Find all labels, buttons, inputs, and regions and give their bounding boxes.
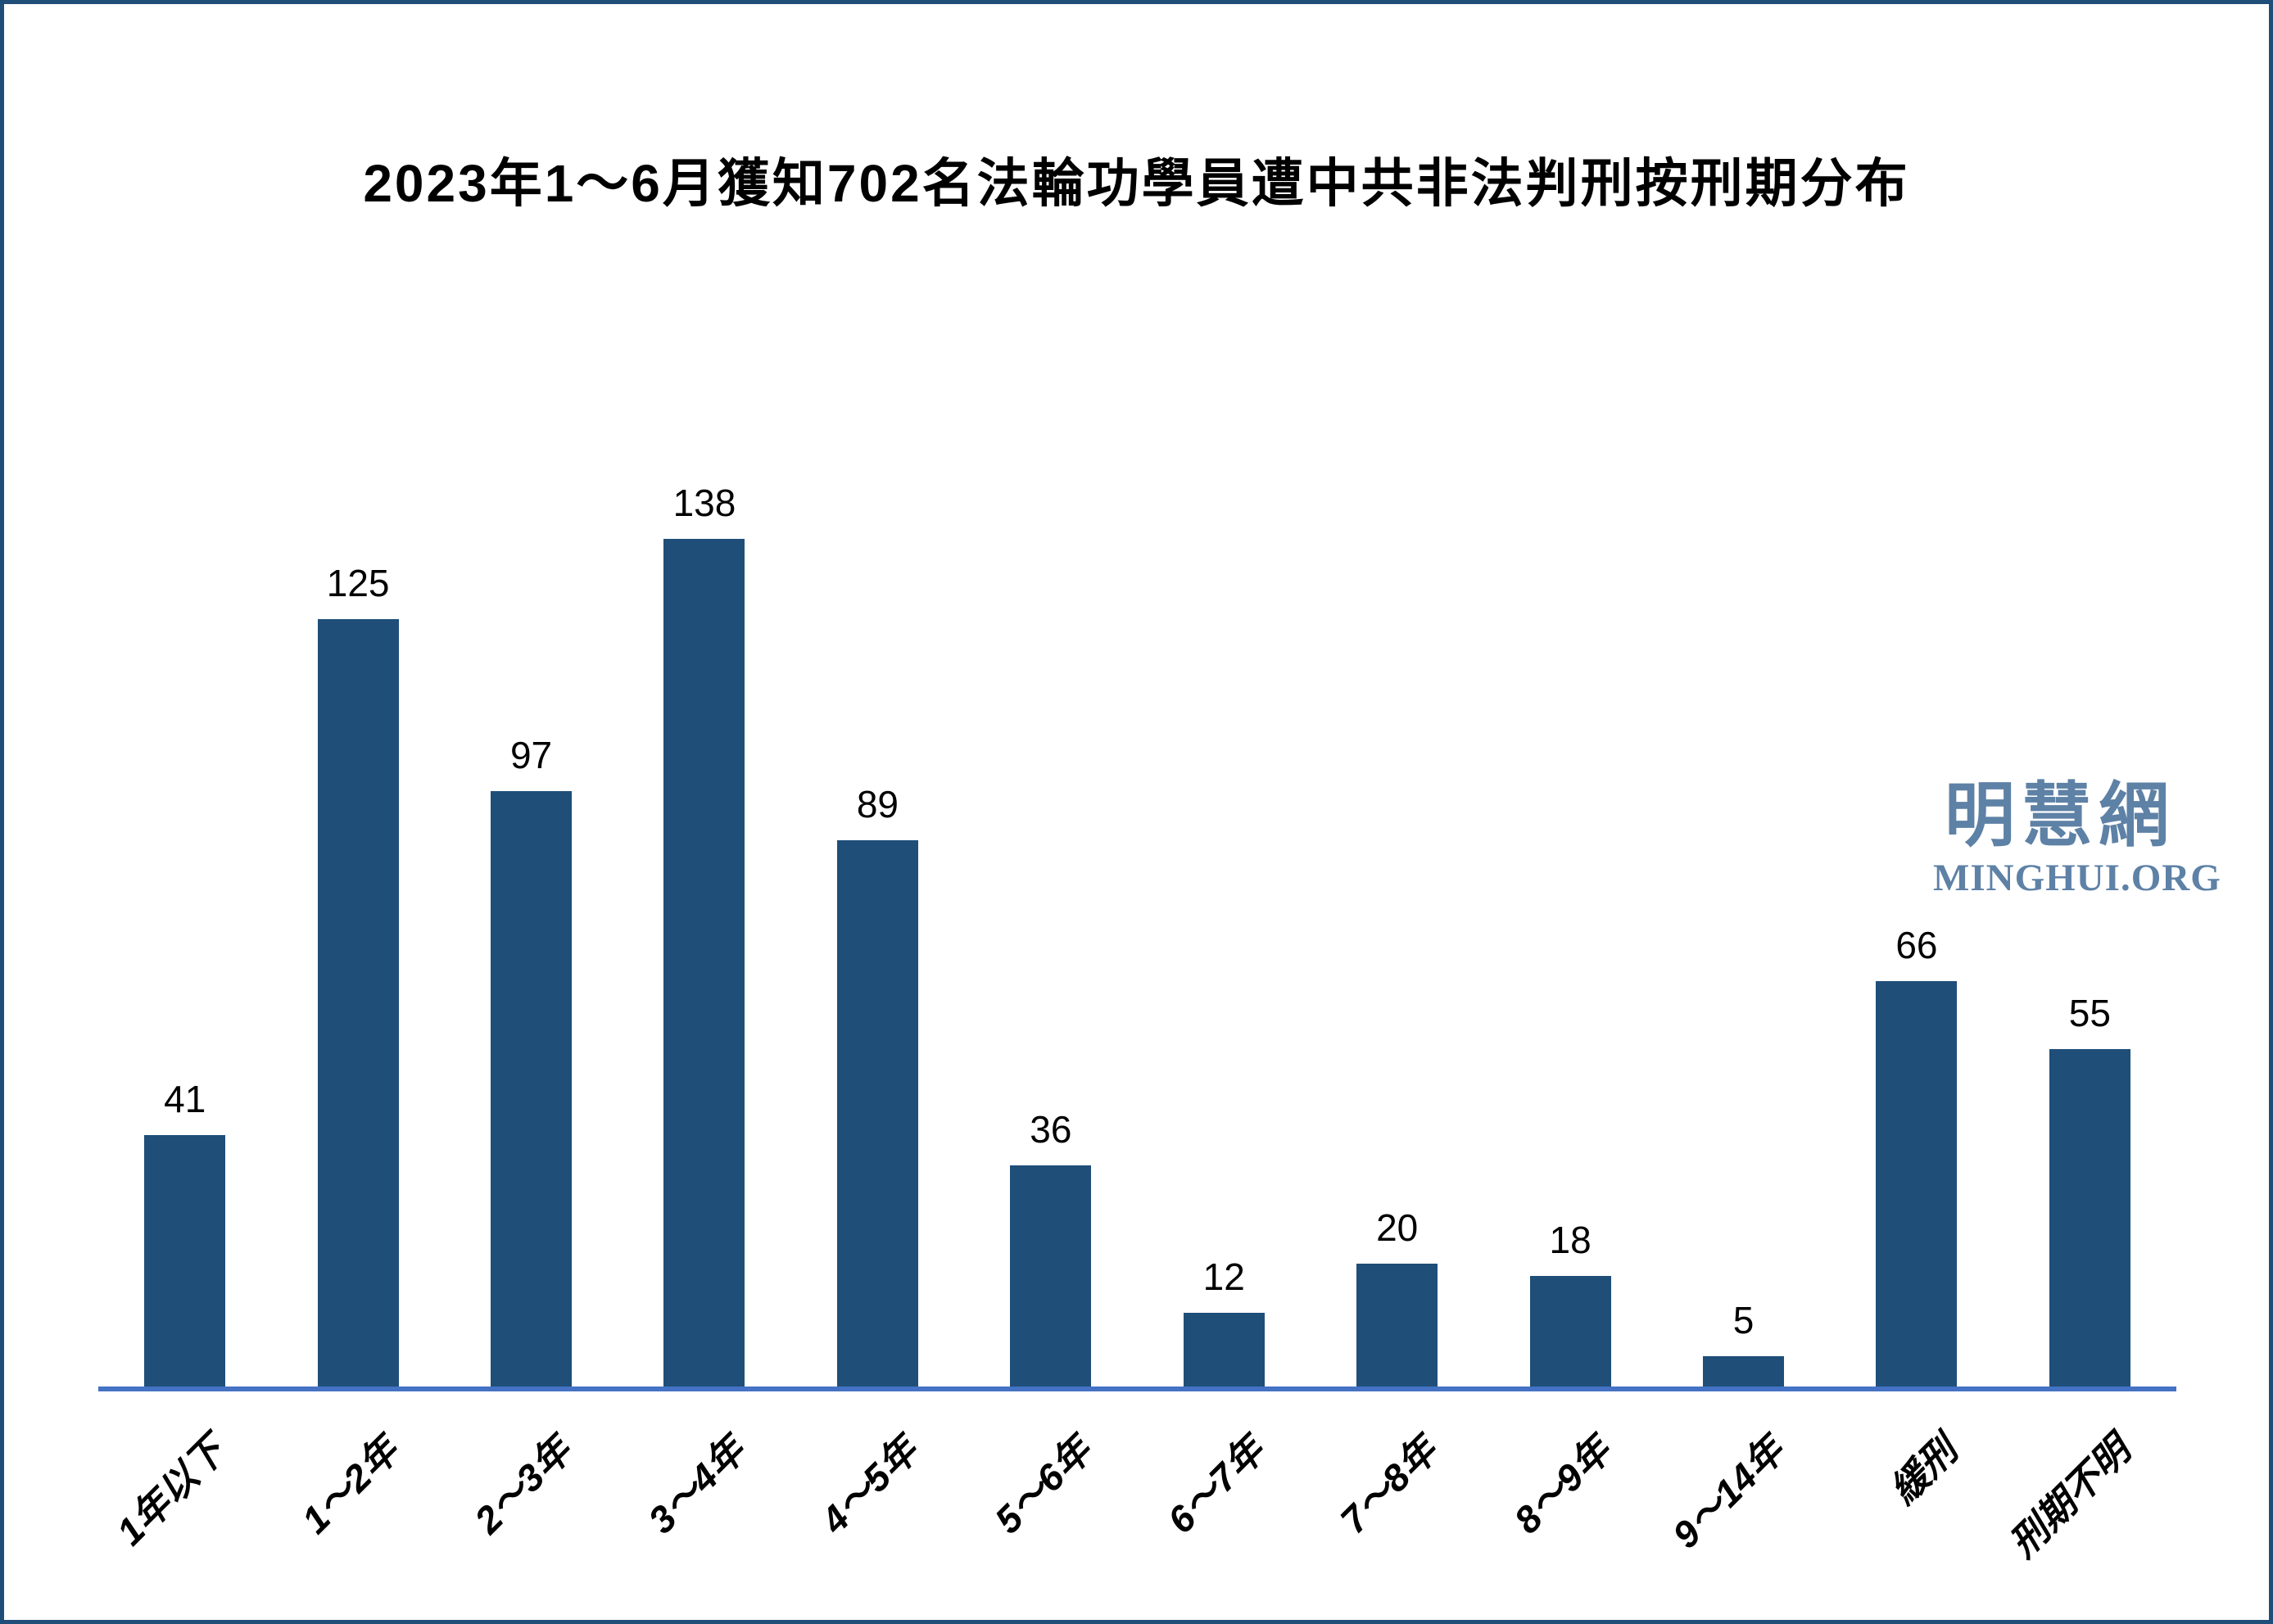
bar-column: 89 (791, 459, 964, 1387)
bar (317, 618, 399, 1387)
bar-column: 55 (2004, 459, 2176, 1387)
bar (663, 539, 745, 1387)
bar-column: 138 (618, 459, 790, 1387)
bar-value-label: 18 (1549, 1219, 1592, 1261)
bar-column: 125 (271, 459, 444, 1387)
bar (1703, 1355, 1784, 1387)
bar-column: 5 (1657, 459, 1830, 1387)
bar (1876, 981, 1958, 1387)
x-axis-label: 8～9年 (1506, 1428, 1619, 1542)
x-axis-line (98, 1387, 2176, 1391)
bar (2049, 1048, 2130, 1387)
bar (1529, 1276, 1611, 1387)
bar-column: 20 (1311, 459, 1483, 1387)
bar-column: 18 (1483, 459, 1656, 1387)
bar (1183, 1313, 1265, 1387)
x-axis-label: 1年以下 (108, 1428, 233, 1554)
bar (1010, 1165, 1092, 1387)
bar-value-label: 41 (164, 1077, 206, 1120)
bar (836, 839, 918, 1387)
bar-value-label: 138 (672, 482, 736, 524)
bar-value-label: 66 (1895, 924, 1938, 966)
bar (491, 790, 573, 1387)
x-axis-label: 9～14年 (1664, 1428, 1792, 1557)
bar-column: 66 (1830, 459, 2003, 1387)
bar-value-label: 89 (856, 782, 899, 826)
plot-area: 41 125 97 138 89 36 12 20 18 5 66 55 (98, 459, 2176, 1387)
x-axis-label: 刑期不明 (2001, 1428, 2139, 1566)
bar-value-label: 125 (326, 561, 390, 604)
x-axis-label: 7～8年 (1332, 1428, 1446, 1542)
x-axis-label: 5～6年 (985, 1428, 1099, 1542)
chart-title: 2023年1～6月獲知702名法輪功學員遭中共非法判刑按刑期分布 (363, 154, 1910, 213)
bar-value-label: 5 (1732, 1298, 1755, 1341)
watermark-cjk-logo: 明慧網 (1945, 776, 2176, 855)
watermark-latin-logo: MINGHUI.ORG (1933, 857, 2221, 899)
x-axis-label: 2～3年 (466, 1428, 580, 1542)
bar-value-label: 36 (1030, 1108, 1072, 1151)
bar-value-label: 55 (2068, 991, 2111, 1034)
bar-value-label: 20 (1376, 1206, 1419, 1249)
x-axis-label: 4～5年 (813, 1428, 926, 1542)
bar (1356, 1264, 1438, 1387)
x-axis-label: 緩刑 (1881, 1428, 1965, 1513)
minghui-watermark: 明慧網 MINGHUI.ORG (1933, 776, 2221, 899)
bar-value-label: 97 (509, 733, 553, 776)
x-axis-label: 3～4年 (640, 1428, 754, 1542)
x-axis-label: 6～7年 (1159, 1428, 1273, 1542)
bar (144, 1134, 226, 1387)
bar-column: 36 (964, 459, 1137, 1387)
x-axis-label: 1～2年 (293, 1428, 407, 1542)
bar-column: 97 (445, 459, 618, 1387)
bar-column: 12 (1138, 459, 1311, 1387)
bar-value-label: 12 (1202, 1255, 1245, 1298)
bar-column: 41 (98, 459, 271, 1387)
